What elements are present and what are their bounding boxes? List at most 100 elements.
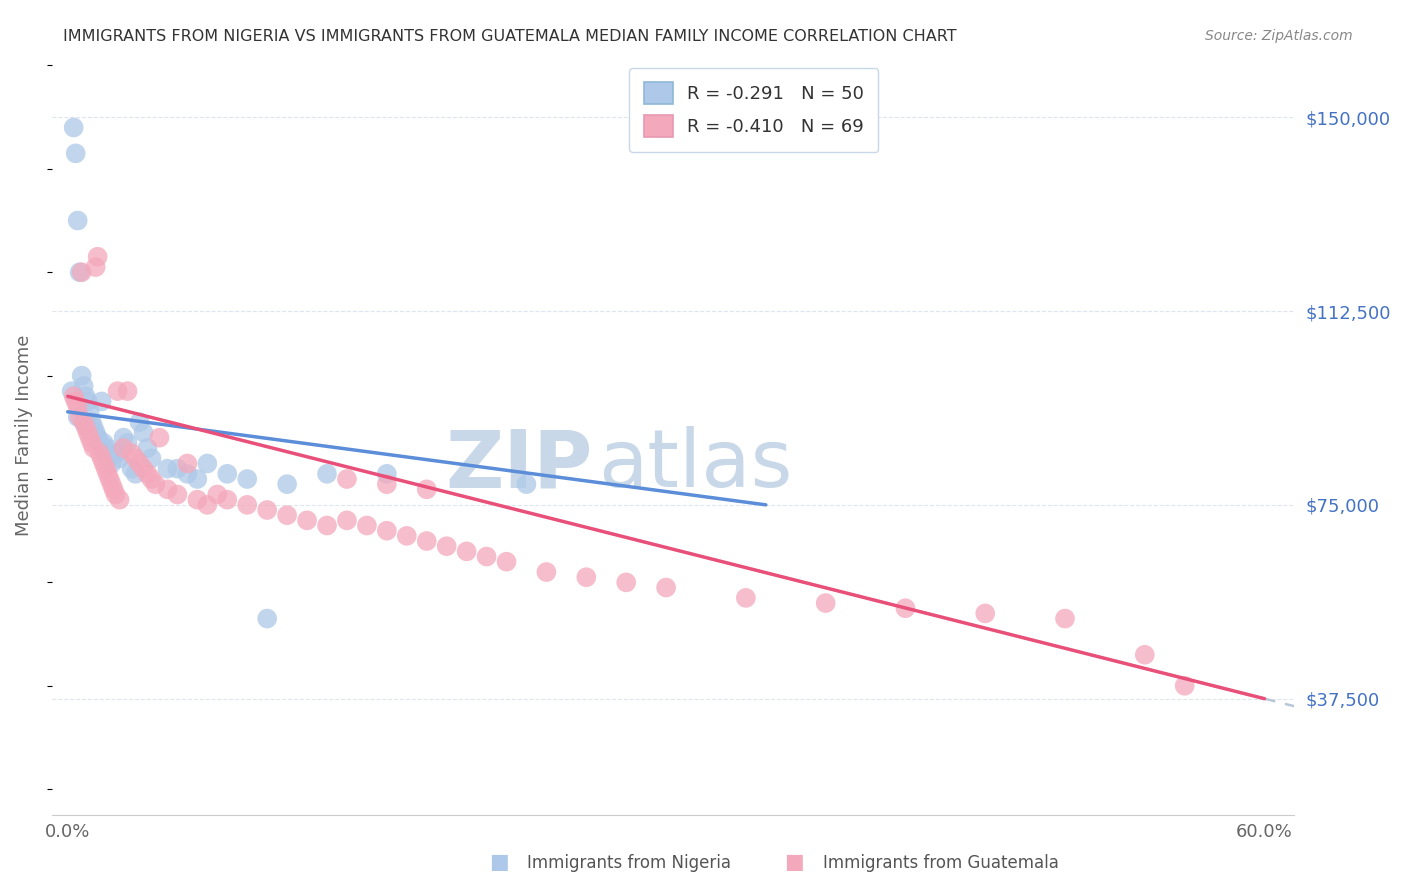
Point — [176, 457, 198, 471]
Point — [97, 441, 120, 455]
Point — [73, 415, 96, 429]
Point — [121, 461, 143, 475]
Point — [166, 461, 188, 475]
Point — [395, 529, 418, 543]
Point — [1133, 648, 1156, 662]
Point — [94, 446, 117, 460]
Point — [128, 457, 150, 471]
Point — [575, 570, 598, 584]
Text: ZIP: ZIP — [446, 426, 592, 505]
Point — [475, 549, 498, 564]
Point — [356, 518, 378, 533]
Point — [416, 483, 439, 497]
Text: IMMIGRANTS FROM NIGERIA VS IMMIGRANTS FROM GUATEMALA MEDIAN FAMILY INCOME CORREL: IMMIGRANTS FROM NIGERIA VS IMMIGRANTS FR… — [63, 29, 957, 45]
Point — [148, 431, 170, 445]
Point — [97, 467, 120, 481]
Point — [256, 503, 278, 517]
Point — [62, 389, 84, 403]
Point — [93, 441, 115, 455]
Point — [156, 483, 179, 497]
Point — [495, 555, 517, 569]
Point — [316, 518, 339, 533]
Point — [128, 415, 150, 429]
Point — [141, 472, 163, 486]
Point — [104, 446, 127, 460]
Point — [80, 415, 103, 429]
Point — [614, 575, 637, 590]
Point — [100, 477, 122, 491]
Point — [236, 498, 259, 512]
Point — [375, 477, 398, 491]
Point — [217, 467, 239, 481]
Point — [84, 260, 107, 274]
Point — [974, 607, 997, 621]
Point — [86, 431, 108, 445]
Point — [93, 435, 115, 450]
Point — [375, 467, 398, 481]
Point — [195, 498, 218, 512]
Text: Source: ZipAtlas.com: Source: ZipAtlas.com — [1205, 29, 1353, 44]
Point — [217, 492, 239, 507]
Point — [65, 394, 87, 409]
Point — [814, 596, 837, 610]
Point — [655, 581, 678, 595]
Text: Immigrants from Guatemala: Immigrants from Guatemala — [823, 855, 1059, 872]
Point — [295, 513, 318, 527]
Point — [76, 425, 98, 440]
Point — [276, 477, 298, 491]
Point — [336, 513, 359, 527]
Point — [236, 472, 259, 486]
Point — [276, 508, 298, 523]
Point — [186, 492, 208, 507]
Point — [98, 472, 121, 486]
Point — [316, 467, 339, 481]
Point — [145, 477, 167, 491]
Point — [60, 384, 83, 398]
Point — [117, 384, 139, 398]
Point — [1053, 611, 1076, 625]
Point — [536, 565, 558, 579]
Point — [436, 539, 458, 553]
Point — [141, 451, 163, 466]
Point — [207, 487, 229, 501]
Point — [124, 467, 146, 481]
Point — [108, 451, 131, 466]
Point — [1174, 679, 1197, 693]
Point — [75, 420, 97, 434]
Point — [70, 265, 93, 279]
Point — [186, 472, 208, 486]
Point — [734, 591, 756, 605]
Point — [112, 441, 135, 455]
Point — [124, 451, 146, 466]
Point — [166, 487, 188, 501]
Point — [416, 534, 439, 549]
Point — [132, 425, 155, 440]
Point — [375, 524, 398, 538]
Legend: R = -0.291   N = 50, R = -0.410   N = 69: R = -0.291 N = 50, R = -0.410 N = 69 — [630, 68, 879, 152]
Text: ■: ■ — [489, 853, 509, 872]
Text: ■: ■ — [785, 853, 804, 872]
Point — [76, 394, 98, 409]
Point — [90, 451, 112, 466]
Point — [66, 213, 89, 227]
Point — [121, 446, 143, 460]
Point — [90, 394, 112, 409]
Point — [456, 544, 478, 558]
Point — [73, 415, 96, 429]
Point — [83, 441, 105, 455]
Point — [80, 435, 103, 450]
Point — [62, 120, 84, 135]
Point — [70, 368, 93, 383]
Point — [86, 431, 108, 445]
Point — [83, 420, 105, 434]
Point — [97, 451, 120, 466]
Point — [107, 384, 129, 398]
Text: atlas: atlas — [599, 426, 793, 505]
Point — [84, 425, 107, 440]
Point — [107, 446, 129, 460]
Point — [76, 420, 98, 434]
Point — [89, 435, 111, 450]
Point — [104, 487, 127, 501]
Point — [132, 461, 155, 475]
Point — [66, 409, 89, 424]
